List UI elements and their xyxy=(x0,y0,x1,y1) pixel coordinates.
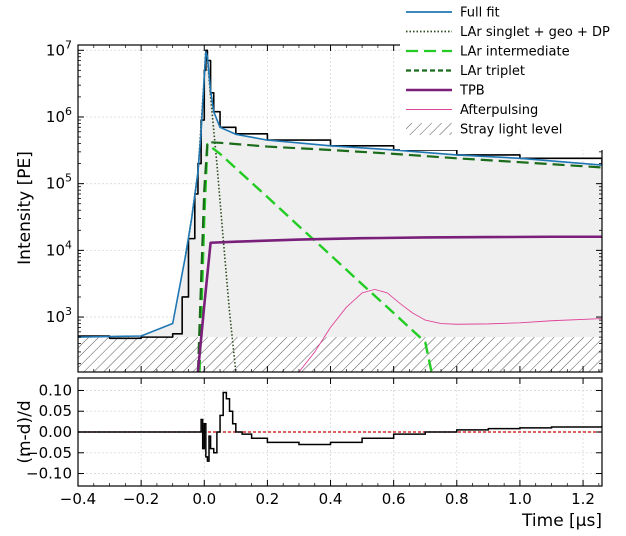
main-series xyxy=(78,49,602,372)
legend-entry: LAr singlet + geo + DP xyxy=(406,25,610,40)
legend-entry: LAr triplet xyxy=(406,64,525,79)
series-afterpulsing xyxy=(298,288,602,372)
residual-series xyxy=(78,391,602,462)
series-data xyxy=(78,49,602,340)
legend-swatch-hatch xyxy=(406,123,452,135)
legend-label: Afterpulsing xyxy=(460,103,538,118)
legend-label: LAr triplet xyxy=(460,64,525,79)
main-plot-frame xyxy=(77,44,603,373)
x-tick-label: 1.2 xyxy=(571,490,595,508)
legend-label: Stray light level xyxy=(460,123,562,138)
legend-entry: Full fit xyxy=(406,6,500,21)
x-axis-title: Time [µs] xyxy=(521,511,602,531)
residual-y-tick-label: −0.10 xyxy=(26,465,72,483)
series-lar-triplet xyxy=(196,141,602,372)
residual-y-tick-label: 0.10 xyxy=(39,381,72,399)
legend-entry: TPB xyxy=(406,84,485,99)
main-fill-area xyxy=(78,51,602,372)
legend-label: LAr singlet + geo + DP xyxy=(460,25,610,40)
residual-step-line xyxy=(78,391,602,462)
series-full-fit xyxy=(78,50,602,338)
residual-y-tick-label: 0.05 xyxy=(39,402,72,420)
stray-light-hatch xyxy=(78,337,602,372)
stray-light-band xyxy=(78,337,602,372)
fit-fill-area xyxy=(78,51,602,372)
y-tick-label: 106 xyxy=(46,105,72,126)
x-tick-label: −0.4 xyxy=(60,490,96,508)
legend: Full fit LAr singlet + geo + DP LAr interm… xyxy=(400,1,625,150)
y-tick-label: 105 xyxy=(46,172,72,193)
residual-y-axis-title: (m-d)/d xyxy=(15,400,35,463)
legend-entry: Afterpulsing xyxy=(406,103,538,118)
main-y-axis-title: Intensity [PE] xyxy=(15,151,35,265)
residual-y-tick-label: −0.05 xyxy=(26,444,72,462)
x-tick-label: 1.0 xyxy=(508,490,532,508)
y-tick-label: 104 xyxy=(46,238,72,259)
x-tick-label: 0.8 xyxy=(445,490,469,508)
x-tick-label: 0.4 xyxy=(319,490,343,508)
main-y-ticks: 103 104 105 106 107 xyxy=(46,38,602,365)
series-tpb xyxy=(196,235,602,372)
x-tick-label: 0.2 xyxy=(255,490,279,508)
residual-ticks: 0.10 0.05 0.00 −0.05 −0.10 −0.4 −0.2 0.0 0.2 0.4 0… xyxy=(26,378,602,508)
x-tick-label: 0.6 xyxy=(382,490,406,508)
legend-entry: Stray light level xyxy=(406,123,562,138)
x-tick-label: −0.2 xyxy=(123,490,159,508)
y-tick-label: 107 xyxy=(46,38,72,59)
legend-label: LAr intermediate xyxy=(460,45,570,60)
legend-label: TPB xyxy=(459,84,485,99)
y-tick-label: 103 xyxy=(46,305,72,326)
x-tick-label: 0.0 xyxy=(192,490,216,508)
legend-entry: LAr intermediate xyxy=(406,45,570,60)
residual-y-tick-label: 0.00 xyxy=(39,423,72,441)
series-lar-intermediate xyxy=(198,143,433,372)
legend-label: Full fit xyxy=(460,6,500,21)
